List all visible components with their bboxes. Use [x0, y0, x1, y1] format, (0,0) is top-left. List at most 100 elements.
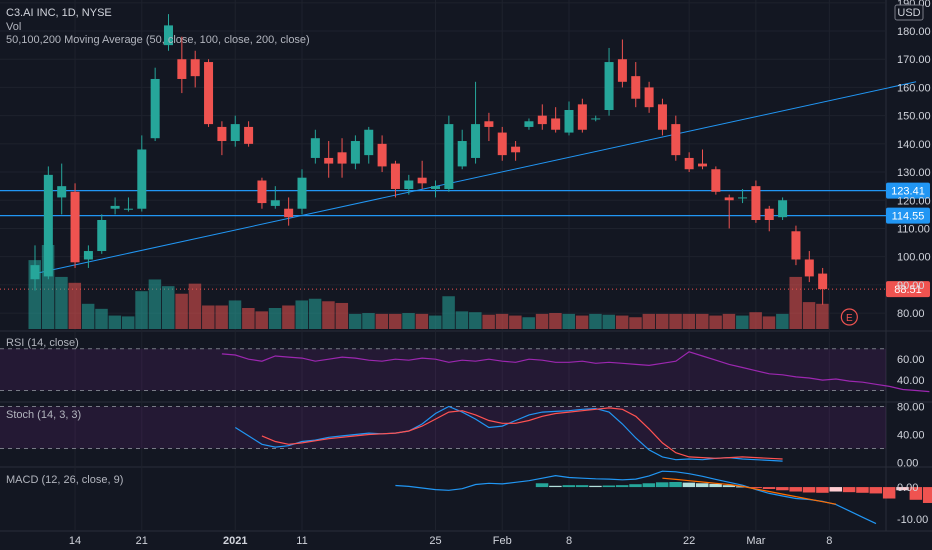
candle[interactable]	[684, 152, 694, 173]
candle[interactable]	[324, 141, 334, 178]
candle-body[interactable]	[484, 121, 494, 127]
candle[interactable]	[310, 129, 320, 164]
candle[interactable]	[70, 183, 80, 268]
candle[interactable]	[390, 160, 400, 198]
candle[interactable]	[764, 205, 774, 232]
candle[interactable]	[818, 267, 828, 305]
candle-body[interactable]	[751, 186, 761, 220]
candle-body[interactable]	[177, 59, 187, 79]
candle[interactable]	[270, 186, 280, 209]
candle-body[interactable]	[377, 143, 387, 167]
candle-body[interactable]	[270, 200, 280, 206]
candle[interactable]	[137, 135, 147, 212]
candle[interactable]	[404, 174, 414, 195]
candle[interactable]	[617, 39, 627, 88]
candle-body[interactable]	[110, 205, 120, 209]
candle[interactable]	[751, 180, 761, 223]
candle-body[interactable]	[337, 152, 347, 164]
candle[interactable]	[457, 129, 467, 170]
symbol-title[interactable]: C3.AI INC, 1D, NYSE	[6, 7, 112, 19]
candle[interactable]	[778, 197, 788, 220]
candle[interactable]	[671, 115, 681, 161]
candle-body[interactable]	[217, 126, 227, 142]
candle-body[interactable]	[591, 118, 601, 120]
candle-body[interactable]	[631, 76, 641, 99]
candle-body[interactable]	[190, 59, 200, 77]
candle[interactable]	[164, 14, 173, 51]
candle[interactable]	[591, 115, 601, 122]
candle[interactable]	[524, 118, 534, 130]
candle-body[interactable]	[230, 124, 240, 142]
candle[interactable]	[110, 197, 120, 215]
candle[interactable]	[364, 126, 374, 164]
candle-body[interactable]	[804, 259, 814, 277]
candle-body[interactable]	[297, 177, 307, 209]
candle-body[interactable]	[164, 25, 173, 46]
candle-body[interactable]	[644, 87, 654, 108]
candle-body[interactable]	[137, 149, 147, 209]
candle-body[interactable]	[83, 251, 93, 260]
candle-body[interactable]	[417, 177, 427, 184]
candle-body[interactable]	[204, 62, 214, 125]
horizontal-line-badge[interactable]	[886, 207, 930, 224]
stoch-legend[interactable]: Stoch (14, 3, 3)	[6, 409, 81, 421]
candle[interactable]	[350, 135, 360, 170]
candle-body[interactable]	[497, 132, 507, 156]
trendline-layer[interactable]	[34, 81, 917, 275]
candle[interactable]	[83, 245, 93, 268]
time-axis[interactable]: 14 21 2021 11 25 Feb 8 22 Mar 8	[69, 535, 832, 547]
candle-body[interactable]	[244, 126, 254, 144]
candle[interactable]	[711, 166, 721, 195]
candle-body[interactable]	[791, 231, 801, 260]
candle[interactable]	[284, 197, 294, 226]
volume-legend[interactable]: Vol	[6, 21, 21, 33]
candle-body[interactable]	[818, 273, 828, 290]
candle-body[interactable]	[684, 157, 694, 170]
candle-body[interactable]	[471, 124, 481, 158]
candle[interactable]	[791, 225, 801, 266]
horizontal-line-badge[interactable]	[886, 182, 930, 199]
candle-body[interactable]	[431, 186, 440, 189]
candle[interactable]	[471, 81, 481, 164]
candle[interactable]	[604, 47, 614, 116]
candle[interactable]	[417, 160, 427, 189]
trendline[interactable]	[34, 81, 917, 275]
candle-body[interactable]	[123, 208, 133, 210]
candle[interactable]	[244, 121, 254, 147]
candle-body[interactable]	[97, 220, 107, 252]
candle-body[interactable]	[30, 265, 40, 280]
candle[interactable]	[150, 67, 160, 142]
candle[interactable]	[190, 50, 200, 88]
candle[interactable]	[377, 135, 387, 173]
candle-body[interactable]	[657, 104, 667, 130]
candle-body[interactable]	[698, 163, 707, 167]
ma-legend[interactable]: 50,100,200 Moving Average (50, close, 10…	[6, 34, 310, 46]
candle[interactable]	[804, 251, 814, 283]
candle[interactable]	[577, 98, 587, 133]
candle[interactable]	[337, 138, 347, 178]
candle-body[interactable]	[390, 163, 400, 189]
candle-body[interactable]	[150, 78, 160, 139]
candle[interactable]	[43, 166, 53, 280]
candle[interactable]	[217, 121, 227, 156]
candle-body[interactable]	[577, 104, 587, 130]
candle[interactable]	[444, 115, 454, 192]
candle[interactable]	[724, 194, 734, 229]
candle[interactable]	[177, 36, 187, 94]
candle-body[interactable]	[404, 180, 414, 189]
candle[interactable]	[698, 149, 707, 170]
candle-body[interactable]	[324, 157, 334, 164]
last-price-badge[interactable]	[886, 281, 930, 298]
candle[interactable]	[657, 98, 667, 136]
candle-body[interactable]	[564, 110, 574, 133]
candle[interactable]	[738, 188, 748, 204]
macd-legend[interactable]: MACD (12, 26, close, 9)	[6, 474, 123, 486]
candle-body[interactable]	[364, 129, 374, 156]
candle[interactable]	[511, 141, 521, 161]
candle[interactable]	[204, 59, 214, 127]
candle[interactable]	[537, 104, 547, 130]
candle-body[interactable]	[604, 62, 614, 110]
currency-badge[interactable]: USD	[894, 4, 924, 21]
candle-body[interactable]	[310, 138, 320, 158]
candle[interactable]	[631, 62, 641, 108]
